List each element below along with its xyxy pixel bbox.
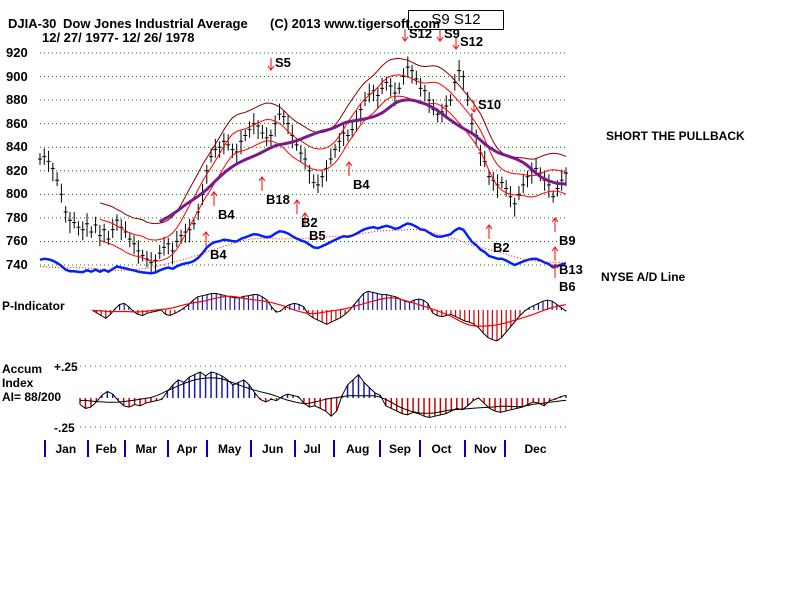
y-tick-label: 780 — [6, 209, 28, 225]
buy-signal-label: B5 — [309, 228, 326, 243]
y-tick-label: 880 — [6, 92, 28, 108]
sell-signal-label: S12 — [460, 34, 484, 49]
month-label: Aug — [346, 442, 370, 456]
buy-arrowhead — [485, 224, 493, 230]
month-label: Mar — [135, 442, 157, 456]
sell-arrowhead — [470, 107, 478, 113]
buy-arrowhead — [551, 217, 559, 223]
buy-signal-label: B9 — [559, 233, 576, 248]
buy-arrowhead — [551, 246, 559, 252]
buy-signal-label: B18 — [266, 192, 290, 207]
long-moving-average — [158, 98, 567, 223]
month-label: May — [218, 442, 242, 456]
accum-index-ma — [80, 377, 567, 414]
p-indicator-outline — [91, 290, 567, 342]
sell-arrowhead — [401, 36, 409, 42]
buy-signal-label: B6 — [559, 279, 576, 294]
buy-arrowhead — [258, 176, 266, 182]
short-pullback-note: SHORT THE PULLBACK — [606, 129, 745, 143]
y-tick-label: 840 — [6, 139, 28, 155]
accum-index-outline — [79, 371, 567, 419]
chart-title: Dow Jones Industrial Average — [63, 16, 248, 31]
lower-band — [99, 95, 567, 262]
month-label: Sep — [389, 442, 412, 456]
chart-symbol: DJIA-30 — [8, 16, 57, 31]
sell-signal-label: S5 — [275, 55, 291, 70]
buy-signal-label: B4 — [353, 177, 370, 192]
ad-line-ma — [39, 228, 566, 272]
copyright: (C) 2013 www.tigersoft.com — [270, 16, 440, 31]
y-tick-label: 900 — [6, 68, 28, 84]
y-tick-label: 820 — [6, 162, 28, 178]
sell-arrowhead — [452, 44, 460, 50]
date-range: 12/ 27/ 1977- 12/ 26/ 1978 — [42, 30, 195, 45]
buy-arrowhead — [293, 199, 301, 205]
month-label: Apr — [176, 442, 198, 456]
ad-line-label: NYSE A/D Line — [601, 270, 686, 284]
y-tick-label: 860 — [6, 115, 28, 131]
month-label: Dec — [524, 442, 547, 456]
index-label: Index — [2, 376, 34, 390]
buy-signal-label: B2 — [493, 240, 510, 255]
accum-bottom-tick: -.25 — [54, 421, 75, 435]
sell-signal-label: S9 — [444, 26, 460, 41]
sell-signal-label: S12 — [409, 26, 433, 41]
y-tick-label: 800 — [6, 186, 28, 202]
buy-signal-label: B13 — [559, 262, 583, 277]
signal-box: S9 S12 — [408, 10, 504, 30]
accum-top-tick: +.25 — [54, 360, 78, 374]
y-tick-label: 760 — [6, 233, 28, 249]
sell-arrowhead — [267, 65, 275, 71]
buy-arrowhead — [345, 161, 353, 167]
buy-arrowhead — [301, 212, 309, 218]
sell-signal-label: S10 — [478, 97, 502, 112]
p-indicator-label: P-Indicator — [2, 299, 65, 313]
month-label: Jun — [262, 442, 284, 456]
month-label: Oct — [431, 442, 452, 456]
p-indicator-ma — [91, 295, 567, 327]
month-label: Nov — [474, 442, 497, 456]
buy-arrowhead — [551, 263, 559, 269]
ai-value: AI= 88/200 — [2, 390, 62, 404]
buy-arrowhead — [202, 231, 210, 237]
y-tick-label: 920 — [6, 45, 28, 60]
buy-arrowhead — [210, 191, 218, 197]
upper-outer-band — [99, 57, 567, 225]
month-label: Jul — [303, 442, 321, 456]
month-label: Feb — [95, 442, 117, 456]
sell-arrowhead — [436, 36, 444, 42]
accum-label: Accum — [2, 362, 43, 376]
nyse-ad-line — [39, 222, 567, 275]
y-tick-label: 740 — [6, 257, 28, 272]
buy-signal-label: B4 — [210, 247, 227, 262]
buy-signal-label: B2 — [301, 215, 318, 230]
buy-signal-label: B4 — [218, 207, 235, 222]
month-label: Jan — [55, 442, 77, 456]
